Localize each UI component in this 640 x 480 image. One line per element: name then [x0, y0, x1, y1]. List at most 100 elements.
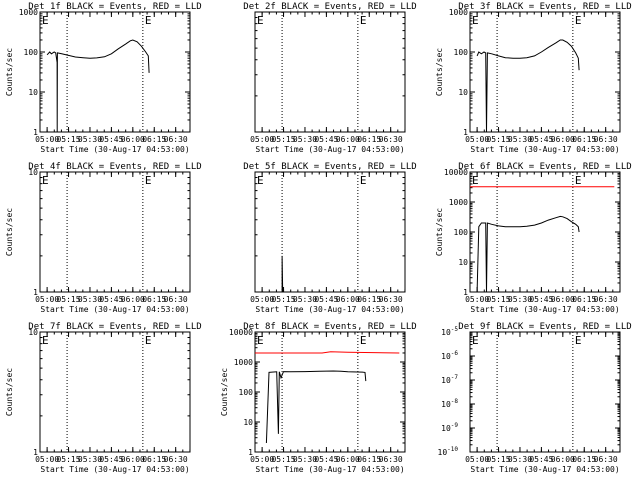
x-tick-label: 05:45: [99, 135, 123, 144]
y-tick-label: 10-8: [441, 398, 458, 409]
x-tick-label: 05:30: [78, 455, 102, 464]
x-tick-label: 05:30: [293, 455, 317, 464]
detector-panel: Det 5f BLACK = Events, RED = LLD05:0005:…: [243, 162, 416, 314]
y-tick-label: 10-5: [441, 326, 458, 337]
y-tick-label: 10: [28, 88, 38, 97]
y-tick-label: 1: [463, 288, 468, 297]
x-tick-label: 05:45: [529, 455, 553, 464]
x-tick-label: 06:00: [121, 295, 145, 304]
plot-frame: [469, 331, 621, 453]
x-axis-label: Start Time (30-Aug-17 04:53:00): [255, 145, 404, 154]
x-tick-label: 05:00: [250, 135, 274, 144]
plot-frame: [254, 11, 406, 133]
events-marker: E: [575, 174, 582, 187]
x-tick-label: 05:15: [486, 455, 510, 464]
events-marker: E: [145, 334, 152, 347]
plot-frame: [39, 11, 191, 133]
x-axis-label: Start Time (30-Aug-17 04:53:00): [255, 465, 404, 474]
panel-title: Det 5f BLACK = Events, RED = LLD: [243, 162, 416, 172]
y-tick-label: 10000: [444, 168, 468, 177]
lld-series-line: [255, 351, 400, 354]
detector-panel: Det 3f BLACK = Events, RED = LLD 1 10 100 10…: [435, 2, 632, 154]
y-tick-label: 100: [454, 48, 469, 57]
y-tick-label: 1: [33, 128, 38, 137]
y-tick-label: 10: [458, 258, 468, 267]
x-tick-label: 05:15: [56, 455, 80, 464]
events-marker: E: [575, 14, 582, 27]
y-tick-label: 10000: [229, 328, 253, 337]
x-tick-label: 06:00: [551, 135, 575, 144]
y-axis-label: Counts/sec: [5, 208, 14, 256]
x-tick-label: 05:30: [508, 135, 532, 144]
x-axis-label: Start Time (30-Aug-17 04:53:00): [40, 465, 189, 474]
y-tick-label: 10: [458, 88, 468, 97]
detector-panel: Det 2f BLACK = Events, RED = LLD05:0005:…: [243, 2, 416, 154]
events-marker: E: [42, 334, 49, 347]
x-tick-label: 06:00: [551, 295, 575, 304]
x-tick-label: 06:15: [572, 295, 596, 304]
x-tick-label: 05:45: [314, 295, 338, 304]
x-tick-label: 06:15: [142, 455, 166, 464]
x-tick-label: 05:00: [250, 455, 274, 464]
x-tick-label: 05:15: [271, 135, 295, 144]
events-marker: E: [145, 174, 152, 187]
events-marker: E: [472, 174, 479, 187]
y-tick-label: 10-6: [441, 350, 458, 361]
x-tick-label: 05:00: [465, 295, 489, 304]
x-tick-label: 05:00: [35, 455, 59, 464]
events-marker: E: [42, 174, 49, 187]
x-tick-label: 05:00: [465, 455, 489, 464]
x-tick-label: 06:00: [121, 135, 145, 144]
plot-frame: [39, 331, 191, 453]
panel-title: Det 8f BLACK = Events, RED = LLD: [243, 322, 416, 332]
detector-panel: Det 9f BLACK = Events, RED = LLD 10-10 10-…: [438, 322, 632, 474]
x-axis-label: Start Time (30-Aug-17 04:53:00): [255, 305, 404, 314]
plot-frame: [469, 171, 621, 293]
x-tick-label: 06:30: [379, 295, 403, 304]
y-tick-label: 1: [33, 288, 38, 297]
events-marker: E: [145, 14, 152, 27]
x-tick-label: 05:30: [78, 135, 102, 144]
panel-title: Det 3f BLACK = Events, RED = LLD: [458, 2, 631, 12]
y-tick-label: 1: [463, 128, 468, 137]
events-marker: E: [257, 14, 264, 27]
x-tick-label: 05:30: [293, 295, 317, 304]
y-axis-label: Counts/sec: [435, 208, 444, 256]
x-tick-label: 06:00: [336, 295, 360, 304]
x-tick-label: 06:00: [336, 135, 360, 144]
x-tick-label: 05:45: [314, 455, 338, 464]
x-tick-label: 05:30: [508, 455, 532, 464]
panel-title: Det 7f BLACK = Events, RED = LLD: [28, 322, 201, 332]
detector-panel: Det 6f BLACK = Events, RED = LLD 1 10 100 10…: [435, 162, 632, 314]
events-marker: E: [472, 14, 479, 27]
x-tick-label: 06:15: [357, 295, 381, 304]
x-tick-label: 06:15: [357, 135, 381, 144]
x-tick-label: 05:15: [271, 295, 295, 304]
y-tick-label: 10-7: [441, 374, 458, 385]
x-tick-label: 06:15: [572, 135, 596, 144]
x-tick-label: 05:00: [250, 295, 274, 304]
y-tick-label: 100: [454, 228, 469, 237]
y-tick-label: 100: [239, 388, 254, 397]
detector-panel: Det 1f BLACK = Events, RED = LLD 1 10 100 10…: [5, 2, 202, 154]
x-tick-label: 05:00: [35, 295, 59, 304]
x-tick-label: 05:45: [99, 455, 123, 464]
x-tick-label: 06:00: [336, 455, 360, 464]
x-tick-label: 06:30: [594, 455, 618, 464]
panel-title: Det 2f BLACK = Events, RED = LLD: [243, 2, 416, 12]
y-axis-label: Counts/sec: [220, 368, 229, 416]
x-tick-label: 06:30: [594, 135, 618, 144]
x-tick-label: 05:45: [529, 135, 553, 144]
y-tick-label: 1: [33, 448, 38, 457]
x-tick-label: 06:15: [142, 295, 166, 304]
y-tick-label: 1000: [449, 8, 468, 17]
y-tick-label: 1000: [19, 8, 38, 17]
x-tick-label: 06:15: [572, 455, 596, 464]
x-axis-label: Start Time (30-Aug-17 04:53:00): [40, 305, 189, 314]
x-tick-label: 05:45: [314, 135, 338, 144]
events-marker: E: [360, 14, 367, 27]
events-series-line: [476, 215, 580, 293]
x-tick-label: 05:15: [56, 135, 80, 144]
x-tick-label: 05:45: [99, 295, 123, 304]
